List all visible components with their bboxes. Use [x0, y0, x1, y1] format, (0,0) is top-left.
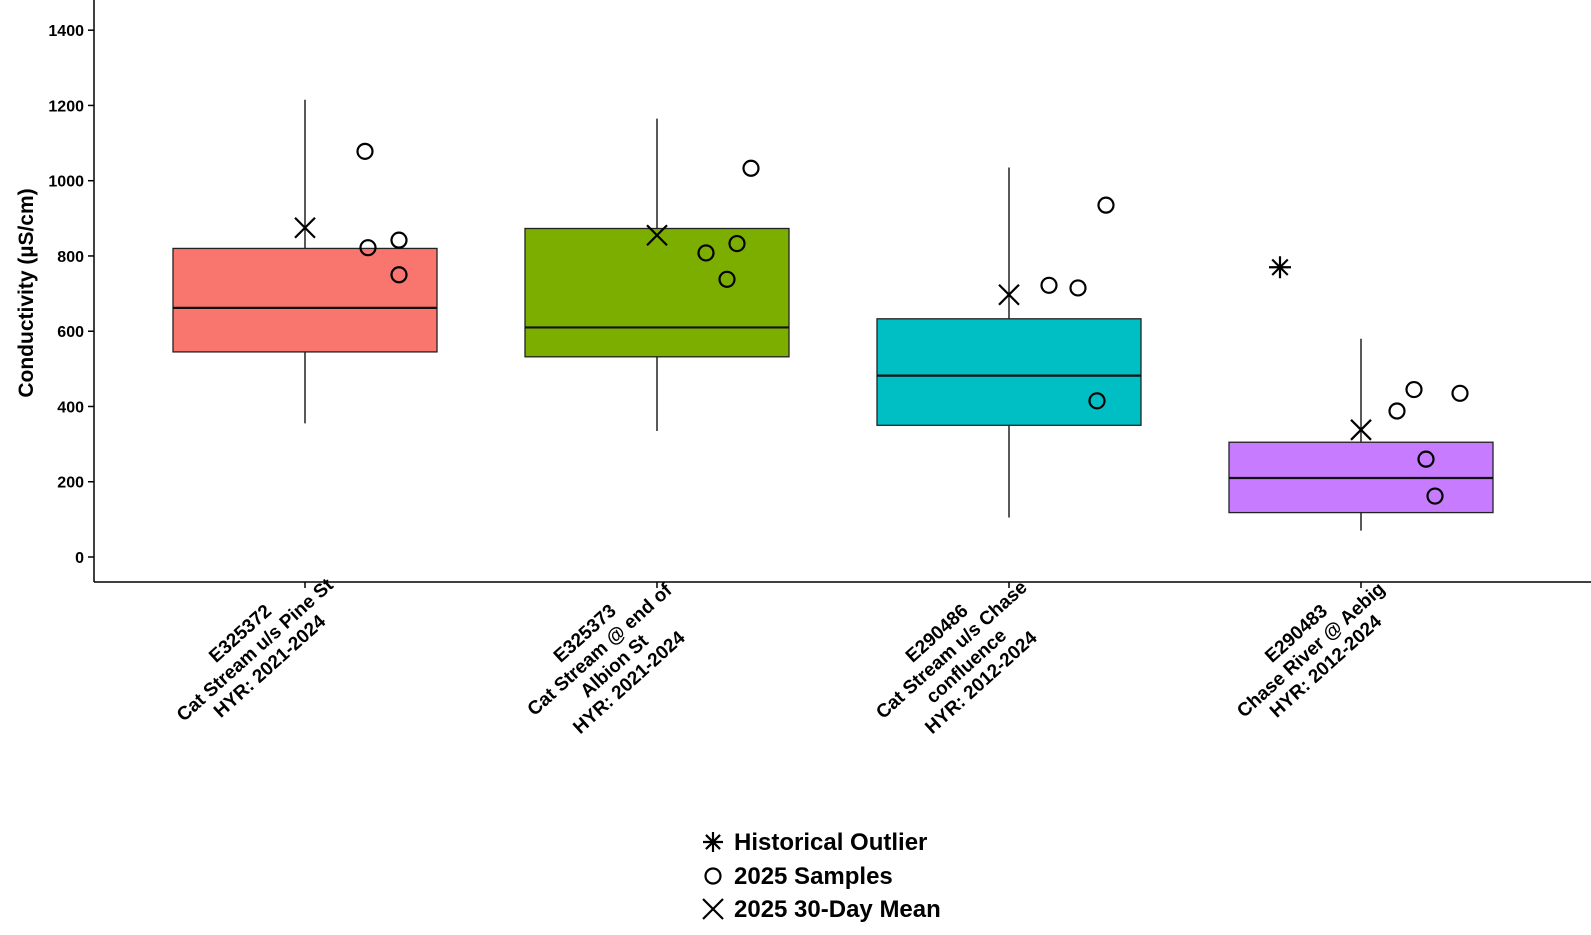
legend-label: 2025 30-Day Mean: [734, 896, 941, 923]
historical-outlier-point: [1269, 256, 1291, 279]
sample-point: [390, 231, 408, 249]
sample-point: [1088, 392, 1106, 410]
y-tick-label: 0: [75, 550, 84, 567]
box-group: [1228, 256, 1494, 531]
legend-item: 2025 Samples: [704, 863, 893, 890]
x-axis-category-labels: E325372Cat Stream u/s Pine StHYR: 2021-2…: [158, 558, 1404, 756]
box: [876, 318, 1142, 426]
legend-x-icon: [702, 898, 724, 920]
sample-point: [728, 234, 746, 253]
legend-label: Historical Outlier: [734, 829, 927, 856]
sample-point: [1426, 487, 1444, 505]
mean-30day-marker: [998, 283, 1020, 306]
sample-point: [718, 270, 736, 288]
sample-point: [1040, 276, 1058, 294]
sample-point: [1097, 196, 1115, 214]
mean-30day-marker: [1350, 419, 1372, 441]
y-axis-ticks: 0 200 400 600 800 1000 1200 1400: [48, 23, 94, 567]
legend: Historical Outlier 2025 Samples 2025 30-Da…: [702, 829, 941, 923]
y-tick-label: 1200: [48, 98, 84, 115]
plot-area: [172, 99, 1494, 588]
sample-point: [390, 266, 408, 284]
y-tick-label: 400: [57, 399, 84, 416]
box-group: [876, 167, 1142, 518]
y-tick-label: 1400: [48, 23, 84, 40]
legend-label: 2025 Samples: [734, 863, 893, 890]
sample-point: [1417, 450, 1435, 468]
sample-point: [697, 244, 715, 262]
sample-point: [742, 159, 760, 177]
mean-30day-marker: [294, 216, 316, 239]
y-tick-label: 1000: [48, 174, 84, 191]
y-tick-label: 800: [57, 249, 84, 266]
box: [524, 227, 790, 358]
sample-point: [1388, 402, 1406, 420]
sample-point: [1405, 380, 1423, 399]
x-category-label: E290483Chase River @ AebigHYR: 2012-2024: [1219, 562, 1404, 738]
box: [172, 247, 438, 353]
box-group: [172, 99, 438, 424]
x-category-label: E325373Cat Stream @ end ofAlbion StHYR: …: [509, 563, 706, 753]
sample-point: [359, 239, 377, 257]
x-category-label: E290486Cat Stream u/s ChaseconfluenceHYR…: [858, 561, 1061, 756]
box-group: [524, 118, 790, 431]
sample-point: [356, 142, 374, 160]
legend-asterisk-icon: [703, 832, 723, 852]
mean-30day-marker: [646, 224, 668, 247]
y-tick-label: 600: [57, 324, 84, 341]
legend-item: Historical Outlier: [703, 829, 927, 856]
x-category-label: E325372Cat Stream u/s Pine StHYR: 2021-2…: [158, 558, 353, 742]
sample-point: [1069, 279, 1087, 297]
legend-circle-icon: [704, 867, 722, 885]
y-axis-title: Conductivity (µS/cm): [15, 188, 38, 397]
y-tick-label: 200: [57, 475, 84, 492]
legend-item: 2025 30-Day Mean: [702, 896, 941, 923]
sample-point: [1451, 384, 1469, 402]
